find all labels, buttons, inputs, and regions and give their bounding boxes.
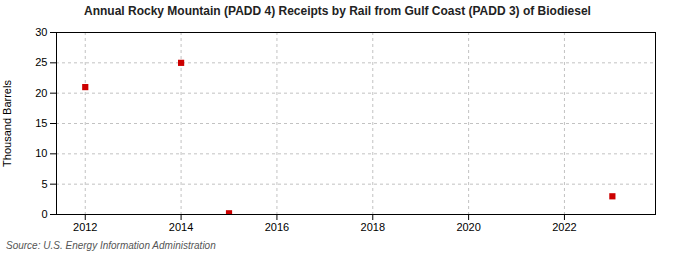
svg-text:2018: 2018 [361, 221, 385, 233]
svg-text:25: 25 [35, 56, 47, 68]
svg-text:30: 30 [35, 26, 47, 38]
svg-text:15: 15 [35, 117, 47, 129]
svg-text:2022: 2022 [552, 221, 576, 233]
svg-text:20: 20 [35, 87, 47, 99]
svg-text:Thousand Barrels: Thousand Barrels [1, 80, 13, 167]
html-text:Source: U.S. Energy Informatio: Source: U.S. Energy Information Administ… [6, 240, 216, 251]
svg-text:2012: 2012 [73, 221, 97, 233]
svg-text:2014: 2014 [169, 221, 193, 233]
svg-text:0: 0 [41, 208, 47, 220]
svg-text:5: 5 [41, 178, 47, 190]
svg-text:10: 10 [35, 147, 47, 159]
html-text:Annual Rocky Mountain (PADD 4): Annual Rocky Mountain (PADD 4) Receipts … [84, 4, 591, 18]
svg-text:2020: 2020 [456, 221, 480, 233]
svg-text:2016: 2016 [265, 221, 289, 233]
